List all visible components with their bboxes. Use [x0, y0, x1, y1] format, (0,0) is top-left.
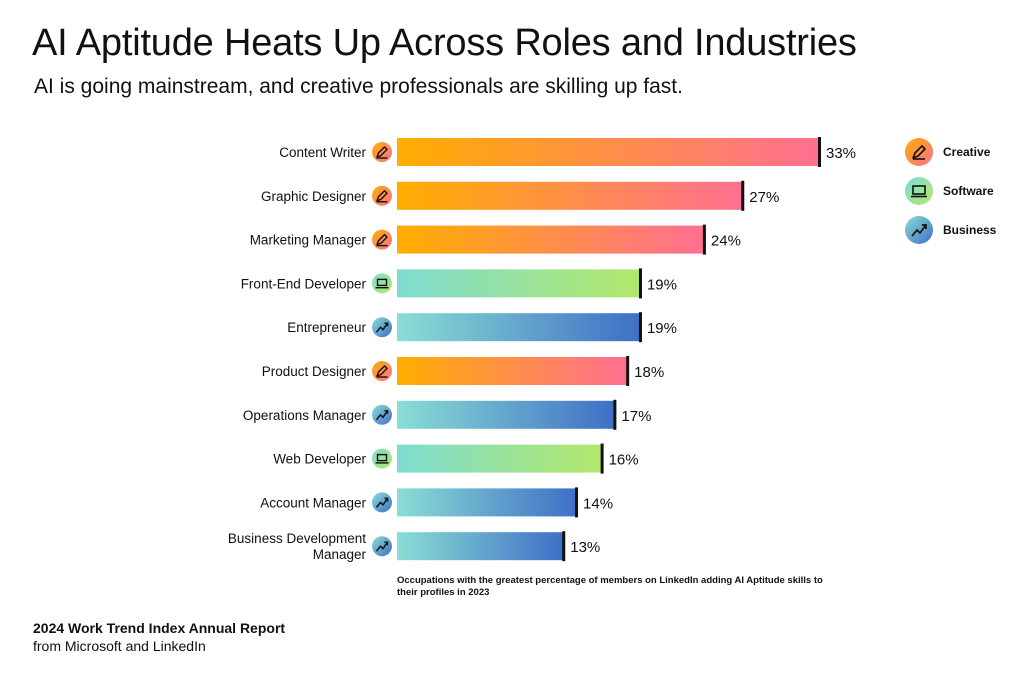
- pencil-icon: [372, 142, 392, 162]
- chart-footnote: Occupations with the greatest percentage…: [397, 575, 823, 598]
- category-label: Account Manager: [260, 495, 366, 510]
- pencil-icon: [372, 361, 392, 381]
- chart-subtitle: AI is going mainstream, and creative pro…: [34, 75, 683, 98]
- bar-row: Web Developer 16%: [273, 443, 639, 474]
- bar: [397, 269, 640, 298]
- trend-up-icon: [372, 492, 392, 513]
- bar-row: Business Development Manager 13%: [228, 531, 600, 562]
- value-label: 17%: [621, 408, 651, 425]
- legend-label: Software: [943, 184, 994, 198]
- value-label: 24%: [711, 233, 741, 250]
- value-label: 14%: [583, 495, 613, 512]
- bar-end-marker: [600, 443, 604, 474]
- category-label: Operations Manager: [243, 408, 367, 423]
- bar-end-marker: [638, 312, 642, 343]
- bar: [397, 532, 564, 561]
- bar-end-marker: [626, 356, 630, 386]
- value-label: 19%: [647, 320, 677, 337]
- laptop-icon: [372, 273, 392, 294]
- category-label: Product Designer: [262, 364, 367, 379]
- bar: [397, 400, 615, 429]
- bar-row: Graphic Designer 27%: [261, 180, 779, 211]
- report-title: 2024 Work Trend Index Annual Report: [33, 620, 286, 636]
- legend-label: Creative: [943, 145, 991, 159]
- bar-end-marker: [613, 399, 617, 430]
- chart-title: AI Aptitude Heats Up Across Roles and In…: [32, 22, 857, 64]
- trend-up-icon: [905, 216, 933, 244]
- value-label: 19%: [647, 276, 677, 293]
- bar: [397, 444, 602, 473]
- value-label: 16%: [609, 452, 639, 469]
- laptop-icon: [372, 448, 392, 469]
- bar-end-marker: [702, 224, 706, 255]
- pencil-icon: [372, 185, 392, 206]
- bar: [397, 357, 628, 385]
- bar-row: Account Manager 14%: [260, 487, 613, 518]
- laptop-icon: [905, 177, 933, 205]
- trend-up-icon: [372, 317, 392, 338]
- category-label: Marketing Manager: [250, 233, 367, 248]
- legend-label: Business: [943, 223, 997, 237]
- bar: [397, 181, 743, 210]
- pencil-icon: [905, 138, 933, 166]
- bar-end-marker: [818, 137, 821, 167]
- pencil-icon: [372, 229, 392, 250]
- category-label: Content Writer: [279, 145, 366, 160]
- bars-layer: Content Writer 33% Graphic Designer 27% Mark…: [228, 137, 856, 562]
- bar-row: Operations Manager 17%: [243, 399, 651, 430]
- bar: [397, 313, 640, 342]
- category-label-line: Business Development: [228, 531, 366, 546]
- bar-end-marker: [575, 487, 579, 518]
- bar-row: Entrepreneur 19%: [287, 312, 677, 343]
- trend-up-icon: [372, 404, 392, 425]
- value-label: 18%: [634, 364, 664, 381]
- value-label: 13%: [570, 539, 600, 556]
- bar: [397, 488, 577, 517]
- legend-item-business: Business: [903, 214, 1013, 246]
- trend-up-icon: [372, 536, 392, 557]
- category-label: Entrepreneur: [287, 320, 366, 335]
- category-label-line: Manager: [313, 547, 367, 562]
- category-label: Business Development Manager: [228, 531, 367, 562]
- bar-row: Content Writer 33%: [279, 137, 856, 167]
- legend-item-software: Software: [903, 175, 1013, 207]
- bar-end-marker: [562, 531, 566, 562]
- category-label: Front-End Developer: [241, 276, 367, 291]
- bar: [397, 138, 819, 166]
- bar-row: Front-End Developer 19%: [241, 268, 677, 299]
- category-label: Graphic Designer: [261, 189, 367, 204]
- bar-row: Marketing Manager 24%: [250, 224, 741, 255]
- bar-row: Product Designer 18%: [262, 356, 664, 386]
- value-label: 27%: [749, 189, 779, 206]
- report-source: from Microsoft and LinkedIn: [33, 638, 206, 654]
- legend-item-creative: Creative: [903, 136, 1013, 168]
- value-label: 33%: [826, 145, 856, 162]
- bar: [397, 225, 704, 254]
- bar-end-marker: [741, 180, 745, 211]
- category-label: Web Developer: [273, 452, 366, 467]
- bar-end-marker: [638, 268, 642, 299]
